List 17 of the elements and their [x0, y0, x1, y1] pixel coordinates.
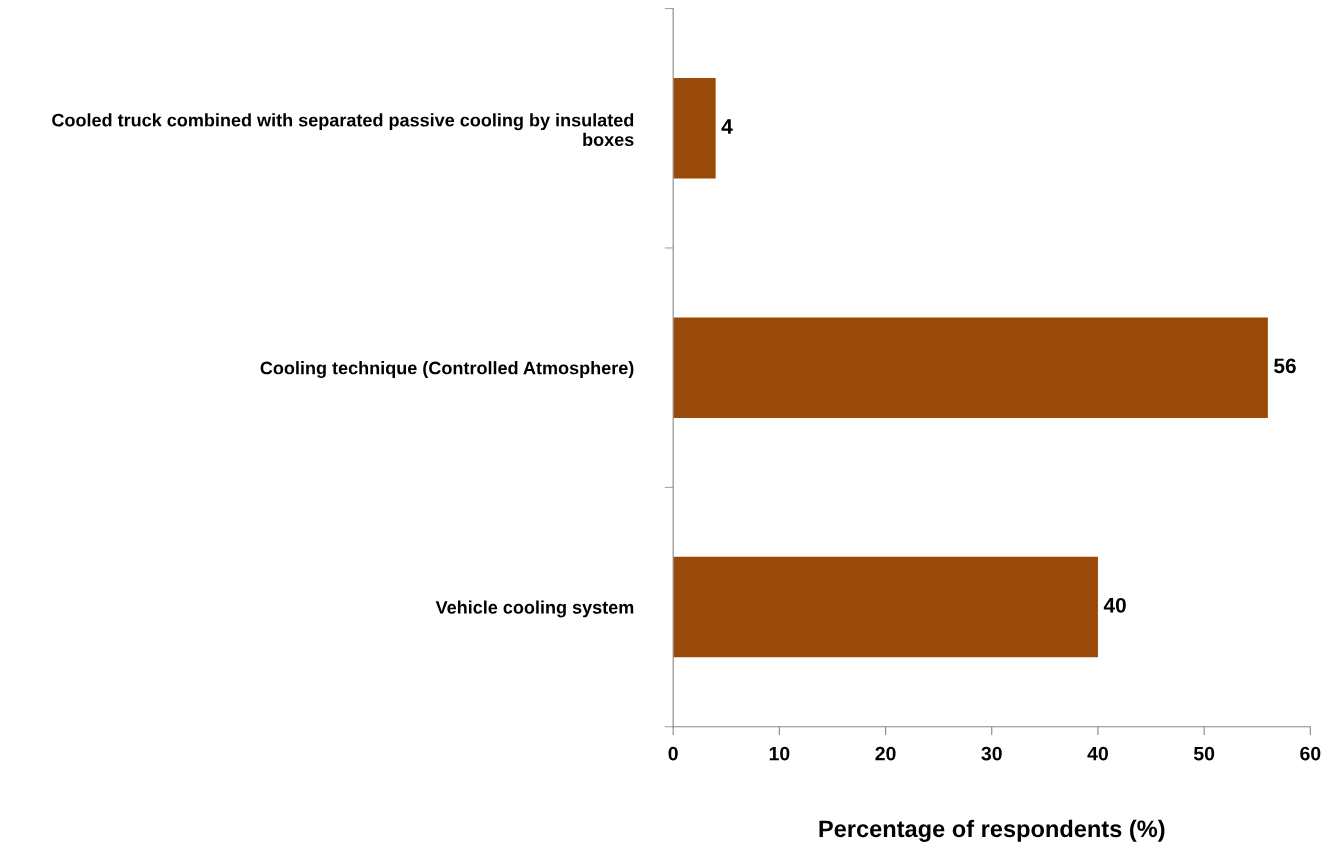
data-label: 40 — [1103, 597, 1126, 613]
x-tick-label: 20 — [875, 746, 896, 761]
x-tick-label: 0 — [668, 746, 678, 761]
x-axis-title: Percentage of respondents (%) — [819, 819, 1165, 842]
bar — [673, 556, 1098, 658]
data-label: 56 — [1274, 358, 1296, 374]
bar — [673, 317, 1268, 418]
x-tick-label: 30 — [981, 746, 1002, 761]
y-tick-label: Vehicle cooling system — [435, 600, 634, 618]
x-tick-label: 40 — [1087, 746, 1108, 761]
x-tick-label: 50 — [1193, 746, 1215, 761]
y-tick-label: Cooled truck combined with separated passive cooling by insulated boxes — [52, 113, 634, 147]
x-tick-label: 60 — [1300, 746, 1321, 761]
x-tick-label: 10 — [769, 746, 790, 761]
data-label: 4 — [721, 119, 733, 134]
bar — [673, 77, 716, 179]
y-tick-label: Cooling technique (Controlled Atmosphere) — [260, 361, 634, 379]
